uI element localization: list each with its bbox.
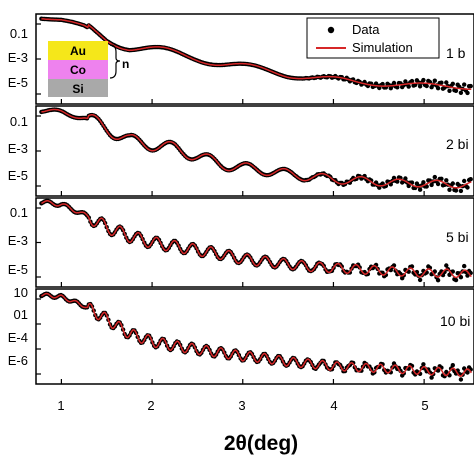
simulation-line xyxy=(41,200,472,279)
y-tick-labels-panel-4: 10 01 E-4 E-6 xyxy=(8,285,28,368)
data-point xyxy=(435,278,441,283)
data-point xyxy=(468,177,473,182)
data-point xyxy=(444,263,449,268)
data-point xyxy=(417,277,423,283)
data-point xyxy=(417,187,423,192)
panel-label-3: 5 bi xyxy=(446,229,469,245)
data-point xyxy=(453,188,459,193)
panel-frame xyxy=(35,288,474,385)
y-tick-label: E-4 xyxy=(8,330,28,345)
data-point xyxy=(432,174,437,180)
y-tick-label: E-5 xyxy=(8,262,28,277)
data-point xyxy=(465,273,470,278)
y-tick-label: E-6 xyxy=(8,353,28,368)
data-point xyxy=(429,375,434,380)
inset-label-au: Au xyxy=(70,44,86,58)
data-point xyxy=(391,80,397,86)
data-point xyxy=(395,179,400,184)
data-point xyxy=(447,187,452,192)
data-point xyxy=(458,188,464,194)
data-point xyxy=(450,81,455,87)
data-point xyxy=(409,78,415,84)
legend-label-simulation: Simulation xyxy=(352,40,413,55)
panel-label-2: 2 bi xyxy=(446,136,469,152)
data-point xyxy=(465,90,470,96)
y-tick-label: E-5 xyxy=(8,168,28,183)
y-tick-labels-panel-3: 0.1 E-3 E-5 xyxy=(8,205,28,277)
data-point xyxy=(421,362,426,367)
data-point xyxy=(468,83,473,89)
x-tick-label-3: 3 xyxy=(238,398,245,413)
x-tick-label-5: 5 xyxy=(421,398,428,413)
x-tick-label-1: 1 xyxy=(57,398,64,413)
data-point xyxy=(450,181,455,186)
data-point xyxy=(458,275,464,280)
x-tick-label-4: 4 xyxy=(330,398,337,413)
data-point xyxy=(406,84,411,89)
y-tick-label: E-3 xyxy=(8,50,28,65)
data-point xyxy=(462,178,467,184)
data-point xyxy=(439,176,444,181)
data-point xyxy=(380,81,385,87)
y-tick-label: 10 xyxy=(14,285,28,300)
data-point xyxy=(458,90,464,96)
y-tick-labels-panel-1: 0.1 E-3 E-5 xyxy=(8,26,28,90)
simulation-line xyxy=(41,18,472,90)
data-point xyxy=(435,181,441,187)
data-point xyxy=(465,185,470,190)
data-point xyxy=(421,77,426,83)
data-point xyxy=(417,84,423,89)
simulation-line xyxy=(41,292,472,378)
data-point xyxy=(429,182,434,188)
legend-label-data: Data xyxy=(352,22,380,37)
data-point xyxy=(439,80,444,85)
legend: Data Simulation xyxy=(306,17,440,59)
y-tick-label: E-5 xyxy=(8,75,28,90)
data-point xyxy=(453,277,459,283)
simulation-line xyxy=(41,108,472,189)
inset-layer-si xyxy=(48,79,108,97)
x-tick-labels: 1 2 3 4 5 xyxy=(57,398,428,413)
inset-layer-co xyxy=(48,60,108,79)
data-point xyxy=(424,184,429,189)
panels-group xyxy=(35,13,474,385)
data-points xyxy=(39,107,473,194)
panel-label-4: 10 bi xyxy=(440,313,470,329)
data-point xyxy=(435,368,441,373)
data-point xyxy=(447,88,452,94)
data-point xyxy=(465,370,470,375)
y-tick-label: 01 xyxy=(14,307,28,322)
data-point xyxy=(435,86,441,91)
data-point xyxy=(395,85,400,90)
data-point xyxy=(421,180,426,185)
y-tick-label: E-3 xyxy=(8,233,28,248)
y-tick-label: 0.1 xyxy=(10,205,28,220)
data-point xyxy=(432,78,437,83)
inset-bracket-label: n xyxy=(122,57,129,71)
data-point xyxy=(403,176,408,181)
data-point xyxy=(450,363,455,368)
data-point xyxy=(424,83,429,89)
data-point xyxy=(453,88,459,94)
data-point xyxy=(444,80,449,85)
legend-data-marker xyxy=(327,26,335,34)
data-point xyxy=(462,82,467,87)
inset-label-si: Si xyxy=(72,82,83,96)
y-tick-label: 0.1 xyxy=(10,114,28,129)
inset-layer-au xyxy=(48,41,108,60)
panel-label-1: 1 b xyxy=(446,45,466,61)
x-axis-label: 2θ(deg) xyxy=(224,432,298,455)
y-tick-labels-panel-2: 0.1 E-3 E-5 xyxy=(8,114,28,183)
y-tick-label: 0.1 xyxy=(10,26,28,41)
data-point xyxy=(444,178,449,183)
y-tick-label: E-3 xyxy=(8,141,28,156)
x-tick-label-2: 2 xyxy=(147,398,154,413)
legend-box xyxy=(306,17,440,59)
layer-inset: Au Co Si n xyxy=(48,41,129,97)
data-point xyxy=(462,263,467,269)
inset-label-co: Co xyxy=(70,63,86,77)
data-point xyxy=(458,377,464,382)
inset-bracket xyxy=(109,44,121,79)
